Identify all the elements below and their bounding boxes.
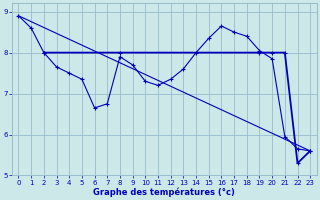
X-axis label: Graphe des températures (°c): Graphe des températures (°c) — [93, 187, 235, 197]
